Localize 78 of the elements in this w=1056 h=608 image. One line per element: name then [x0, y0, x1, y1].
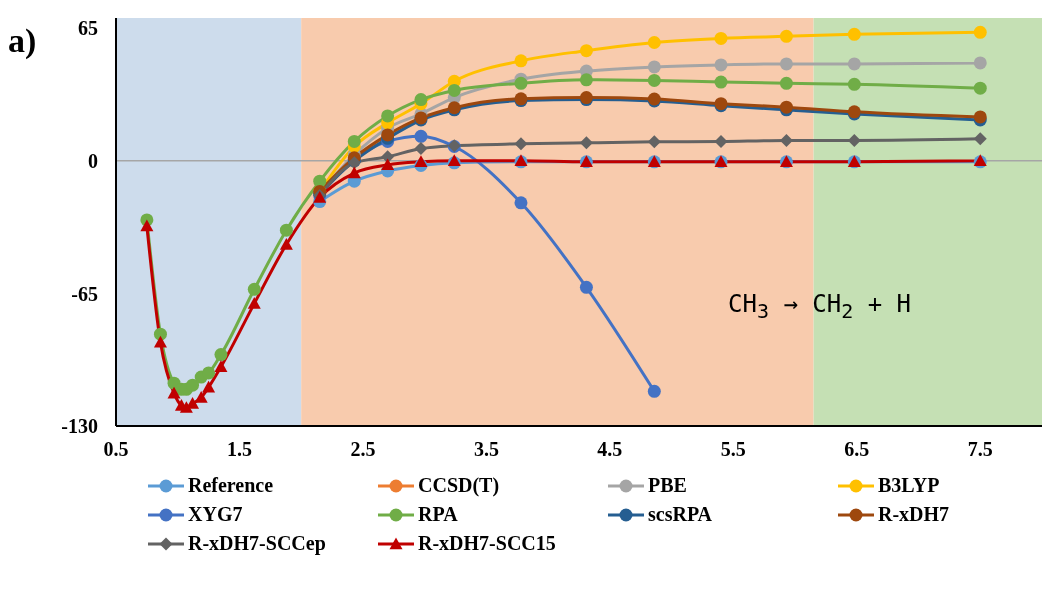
point [779, 76, 793, 90]
point [186, 397, 200, 409]
point [847, 27, 861, 41]
point [973, 132, 987, 146]
legend-label: RPA [418, 503, 458, 526]
point [514, 76, 528, 90]
point [214, 360, 228, 373]
point [779, 57, 793, 71]
point [579, 44, 593, 58]
x-tick-label: 2.5 [350, 438, 376, 461]
point [202, 366, 216, 380]
point [973, 25, 987, 39]
point [714, 58, 728, 72]
point [847, 133, 861, 147]
point [414, 93, 428, 107]
point [140, 219, 154, 232]
point [779, 133, 793, 147]
y-tick-label: 0 [88, 149, 98, 172]
point [514, 196, 528, 210]
point [167, 386, 181, 399]
point [247, 282, 261, 296]
point [247, 297, 261, 309]
point [447, 154, 461, 166]
point [714, 75, 728, 89]
point [579, 73, 593, 87]
point [847, 57, 861, 71]
point [647, 73, 661, 87]
point [186, 378, 200, 392]
point [447, 83, 461, 97]
point [973, 56, 987, 70]
point [381, 158, 395, 171]
x-tick-label: 7.5 [967, 438, 993, 461]
point [514, 137, 528, 151]
point [202, 380, 216, 393]
point [414, 142, 428, 156]
point [647, 60, 661, 74]
legend-label: PBE [648, 474, 687, 497]
annotation: CH$_{3}$ → CH$_{2}$ + H [728, 290, 912, 323]
point [647, 384, 661, 398]
point [579, 136, 593, 150]
x-tick-label: 3.5 [473, 438, 499, 461]
point [414, 155, 428, 168]
y-tick-label: 65 [78, 17, 98, 40]
point [579, 280, 593, 294]
legend-label: R-xDH7 [878, 503, 950, 526]
point [714, 134, 728, 148]
text: a) [8, 22, 37, 60]
legend-label: Reference [188, 474, 274, 497]
point [647, 35, 661, 49]
x-tick-label: 0.5 [103, 438, 129, 461]
point [647, 135, 661, 149]
y-tick-label: -65 [71, 282, 98, 305]
point [381, 109, 395, 123]
x-tick-label: 1.5 [226, 438, 252, 461]
point [847, 77, 861, 91]
point [714, 31, 728, 45]
x-tick-label: 6.5 [844, 438, 870, 461]
point [514, 54, 528, 68]
point [414, 129, 428, 143]
point [153, 335, 167, 348]
point [381, 150, 395, 164]
x-tick-label: 5.5 [720, 438, 746, 461]
point [347, 166, 361, 179]
legend-label: scsRPA [648, 503, 713, 526]
point [214, 348, 228, 362]
legend-label: XYG7 [188, 503, 243, 526]
point [194, 390, 208, 403]
legend-label: R-xDH7-SCC15 [418, 532, 556, 555]
point [279, 237, 293, 250]
point [347, 134, 361, 148]
x-tick-label: 4.5 [597, 438, 623, 461]
legend-label: R-xDH7-SCCep [188, 532, 326, 555]
y-tick-label: -130 [61, 415, 98, 438]
legend-label: CCSD(T) [418, 474, 500, 497]
legend-label: B3LYP [878, 474, 940, 497]
point [973, 81, 987, 95]
point [779, 29, 793, 43]
point [279, 223, 293, 237]
